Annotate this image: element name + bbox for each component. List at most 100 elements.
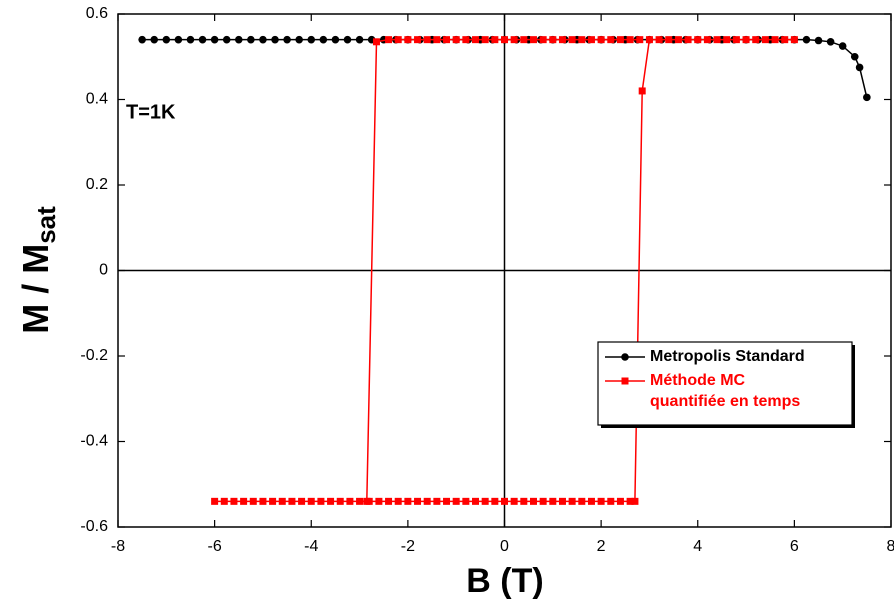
marker xyxy=(404,497,412,505)
marker xyxy=(587,36,595,44)
marker xyxy=(520,36,528,44)
marker xyxy=(307,35,316,44)
marker xyxy=(578,36,586,44)
marker xyxy=(568,497,576,505)
legend-label: Méthode MC quantifiée en temps xyxy=(650,372,800,410)
marker xyxy=(510,497,518,505)
x-tick-label: 0 xyxy=(500,538,509,555)
x-tick-label: 6 xyxy=(790,538,799,555)
marker xyxy=(138,35,146,44)
x-tick-label: 2 xyxy=(597,538,606,555)
marker xyxy=(259,497,267,505)
marker xyxy=(539,497,547,505)
x-tick-label: -4 xyxy=(304,538,318,555)
marker xyxy=(336,497,344,505)
marker xyxy=(539,36,547,44)
marker xyxy=(433,497,441,505)
marker xyxy=(616,36,624,44)
marker xyxy=(626,497,634,505)
marker xyxy=(781,36,789,44)
marker xyxy=(752,36,760,44)
marker xyxy=(452,36,460,44)
marker xyxy=(307,497,315,505)
legend-label-line: Metropolis Standard xyxy=(650,348,805,365)
marker xyxy=(616,497,624,505)
marker xyxy=(327,497,335,505)
marker xyxy=(331,35,340,44)
marker xyxy=(703,36,711,44)
marker xyxy=(713,36,721,44)
marker xyxy=(472,497,480,505)
marker xyxy=(684,36,692,44)
marker xyxy=(249,497,257,505)
marker xyxy=(230,497,238,505)
y-tick-label: -0.2 xyxy=(80,347,108,364)
marker xyxy=(472,36,480,44)
y-axis-label: M / Msat xyxy=(15,206,61,334)
marker xyxy=(259,35,267,44)
y-tick-label: -0.4 xyxy=(80,433,108,450)
marker xyxy=(278,497,286,505)
marker xyxy=(414,497,422,505)
marker xyxy=(597,497,605,505)
marker xyxy=(491,36,499,44)
marker xyxy=(529,497,537,505)
marker xyxy=(578,497,586,505)
marker xyxy=(443,36,451,44)
marker xyxy=(372,38,380,46)
marker xyxy=(283,35,291,44)
x-axis-label: B (T) xyxy=(466,562,543,600)
marker xyxy=(638,87,646,95)
x-tick-label: -2 xyxy=(401,538,415,555)
marker xyxy=(558,497,566,505)
marker xyxy=(174,35,183,44)
marker xyxy=(220,497,228,505)
y-tick-label: -0.6 xyxy=(80,518,108,535)
marker xyxy=(198,35,207,44)
marker xyxy=(621,377,629,385)
marker xyxy=(298,497,306,505)
marker xyxy=(501,497,508,505)
marker xyxy=(529,36,537,44)
y-axis-label-sub: sat xyxy=(31,206,61,244)
marker xyxy=(462,36,470,44)
marker xyxy=(355,35,364,44)
marker xyxy=(771,36,779,44)
marker xyxy=(665,36,673,44)
marker xyxy=(742,36,750,44)
marker xyxy=(694,36,702,44)
marker xyxy=(271,35,279,44)
marker xyxy=(346,497,354,505)
marker xyxy=(587,497,595,505)
marker xyxy=(363,497,371,505)
marker xyxy=(645,36,653,44)
marker xyxy=(481,36,489,44)
legend-label: Metropolis Standard xyxy=(650,348,805,365)
x-tick-label: 8 xyxy=(887,538,894,555)
y-tick-label: 0 xyxy=(99,262,108,279)
marker xyxy=(631,497,639,505)
marker xyxy=(186,35,195,44)
marker xyxy=(558,36,566,44)
marker xyxy=(269,497,277,505)
marker xyxy=(597,36,605,44)
marker xyxy=(452,497,460,505)
marker xyxy=(404,36,412,44)
marker xyxy=(855,63,864,72)
x-tick-label: 4 xyxy=(693,538,702,555)
marker xyxy=(414,36,422,44)
marker xyxy=(317,497,325,505)
marker xyxy=(790,36,798,44)
marker xyxy=(607,497,615,505)
marker xyxy=(501,36,508,44)
marker xyxy=(210,35,219,44)
marker xyxy=(626,36,634,44)
marker xyxy=(385,36,393,44)
x-tick-label: -8 xyxy=(111,538,125,555)
marker xyxy=(385,497,393,505)
legend-label-line: Méthode MC xyxy=(650,372,750,389)
marker xyxy=(863,93,871,102)
x-tick-label: -6 xyxy=(208,538,222,555)
marker xyxy=(394,497,402,505)
